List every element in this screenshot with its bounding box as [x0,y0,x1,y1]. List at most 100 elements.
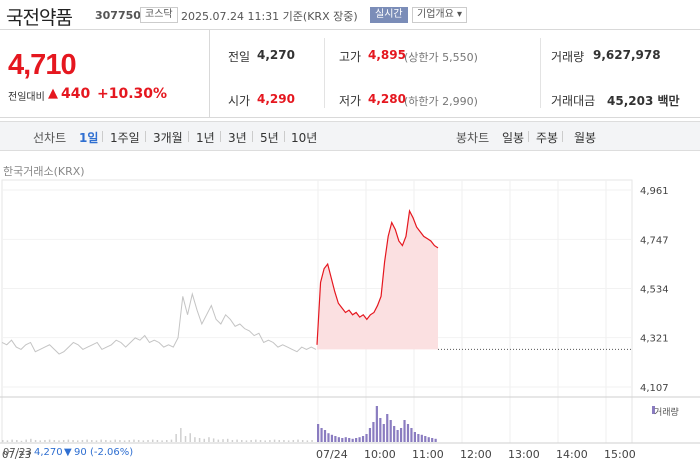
tab-divider [284,131,285,142]
tab-monthly-candle[interactable]: 월봉 [574,131,597,145]
prev-day-line [1,292,317,355]
tab-daily-candle[interactable]: 일봉 [502,131,525,145]
volume-bar [297,439,299,442]
high-label: 고가 [339,50,362,64]
volume-bar [255,439,257,442]
chart-frame [1,179,633,444]
chart-period-tabs [0,121,700,151]
tab-divider [145,131,146,142]
y-tick-label: 4,107 [640,383,669,394]
y-tick-label: 4,747 [640,235,669,246]
volume-bar [123,440,126,442]
volume-bar [259,440,262,442]
tab-1d[interactable]: 1일 [79,131,99,145]
y-tick-label: 4,321 [640,334,669,345]
volume-bar [320,428,323,442]
amount-value: 45,203 백만 [607,94,680,108]
volume-bar [212,438,215,442]
x-tick-label: 12:00 [460,448,492,461]
volume-bar [198,438,201,442]
volume-bar [175,434,177,442]
volume-bar [58,440,60,442]
volume-bar [399,428,403,442]
volume-bar [420,434,423,442]
volume-bar [323,430,327,442]
volume-bar [358,437,361,442]
volume-bar [417,434,420,442]
volume-bar [67,439,70,442]
volume-bar [184,436,187,442]
volume-bar [337,437,340,442]
y-tick-label: 4,961 [640,186,669,197]
volume-bar [137,440,140,442]
volume-bar [189,433,191,442]
tab-10y[interactable]: 10년 [291,131,318,145]
volume-bar [427,437,430,442]
x-tick-label: 14:00 [556,448,588,461]
live-button[interactable]: 실시간 [370,7,408,23]
volume-bar [133,439,135,442]
tab-divider [528,131,529,142]
tab-divider [102,131,103,142]
x-tick-label: 11:00 [412,448,444,461]
stock-name: 국전약품 [6,7,73,29]
volume-bar [128,440,131,442]
volume-bar [34,440,37,442]
x-tick-label: 15:00 [604,448,636,461]
volume-legend-swatch [652,406,655,414]
y-tick-label: 4,534 [640,285,669,296]
x-tick-label: 10:00 [364,448,396,461]
tab-1w[interactable]: 1주일 [110,131,140,145]
volume-bar [269,440,271,442]
volume-bar [236,439,238,442]
volume-bar [375,406,378,442]
volume-bar [217,439,220,442]
x-tick-label: 07/23 [2,450,31,461]
volume-bar [344,437,347,442]
volume-bar [2,440,4,442]
footer-price: 4,270 [34,447,63,458]
volume-bar [30,438,32,442]
tab-3y[interactable]: 3년 [228,131,247,145]
volume-bar [365,434,368,442]
footer-date: 07/23 [3,447,32,458]
change-percent: +10.30% [97,86,168,102]
tab-5y[interactable]: 5년 [260,131,279,145]
volume-bar [273,439,276,442]
x-tick-label: 07/24 [316,448,348,461]
footer-change: 90 [74,447,87,458]
volume-bar [11,439,13,442]
volume-bar [48,439,51,442]
down-arrow-icon: ▼ [64,447,72,458]
volume-bar [222,439,224,442]
tab-weekly-candle[interactable]: 주봉 [536,131,559,145]
change-label: 전일대비 [8,92,45,103]
volume-bar [44,440,46,442]
volume-bar [292,440,295,442]
volume-bar [241,440,243,442]
volume-bar [368,428,372,442]
volume-bar [20,440,23,442]
volume-bar [147,440,149,442]
volume-bar [431,438,434,442]
prev-close-value: 4,270 [257,48,295,62]
volume-bar [91,440,93,442]
volume-bar [393,426,396,442]
volume-bar [81,440,84,442]
volume-bar [226,438,229,442]
volume-bar [161,440,163,442]
column-divider [324,38,325,108]
candle-chart-label: 봉차트 [456,131,490,145]
volume-bar [410,428,413,442]
tab-1y[interactable]: 1년 [196,131,215,145]
volume-bar [434,438,437,442]
tab-3m[interactable]: 3개월 [153,131,183,145]
volume-bar [114,439,116,442]
volume-bar [389,420,392,442]
volume-bar [424,436,427,442]
volume-bar [283,440,285,442]
current-price: 4,710 [8,49,77,81]
corp-overview-button[interactable]: 기업개요 ▾ [412,7,467,23]
x-tick-label: 13:00 [508,448,540,461]
